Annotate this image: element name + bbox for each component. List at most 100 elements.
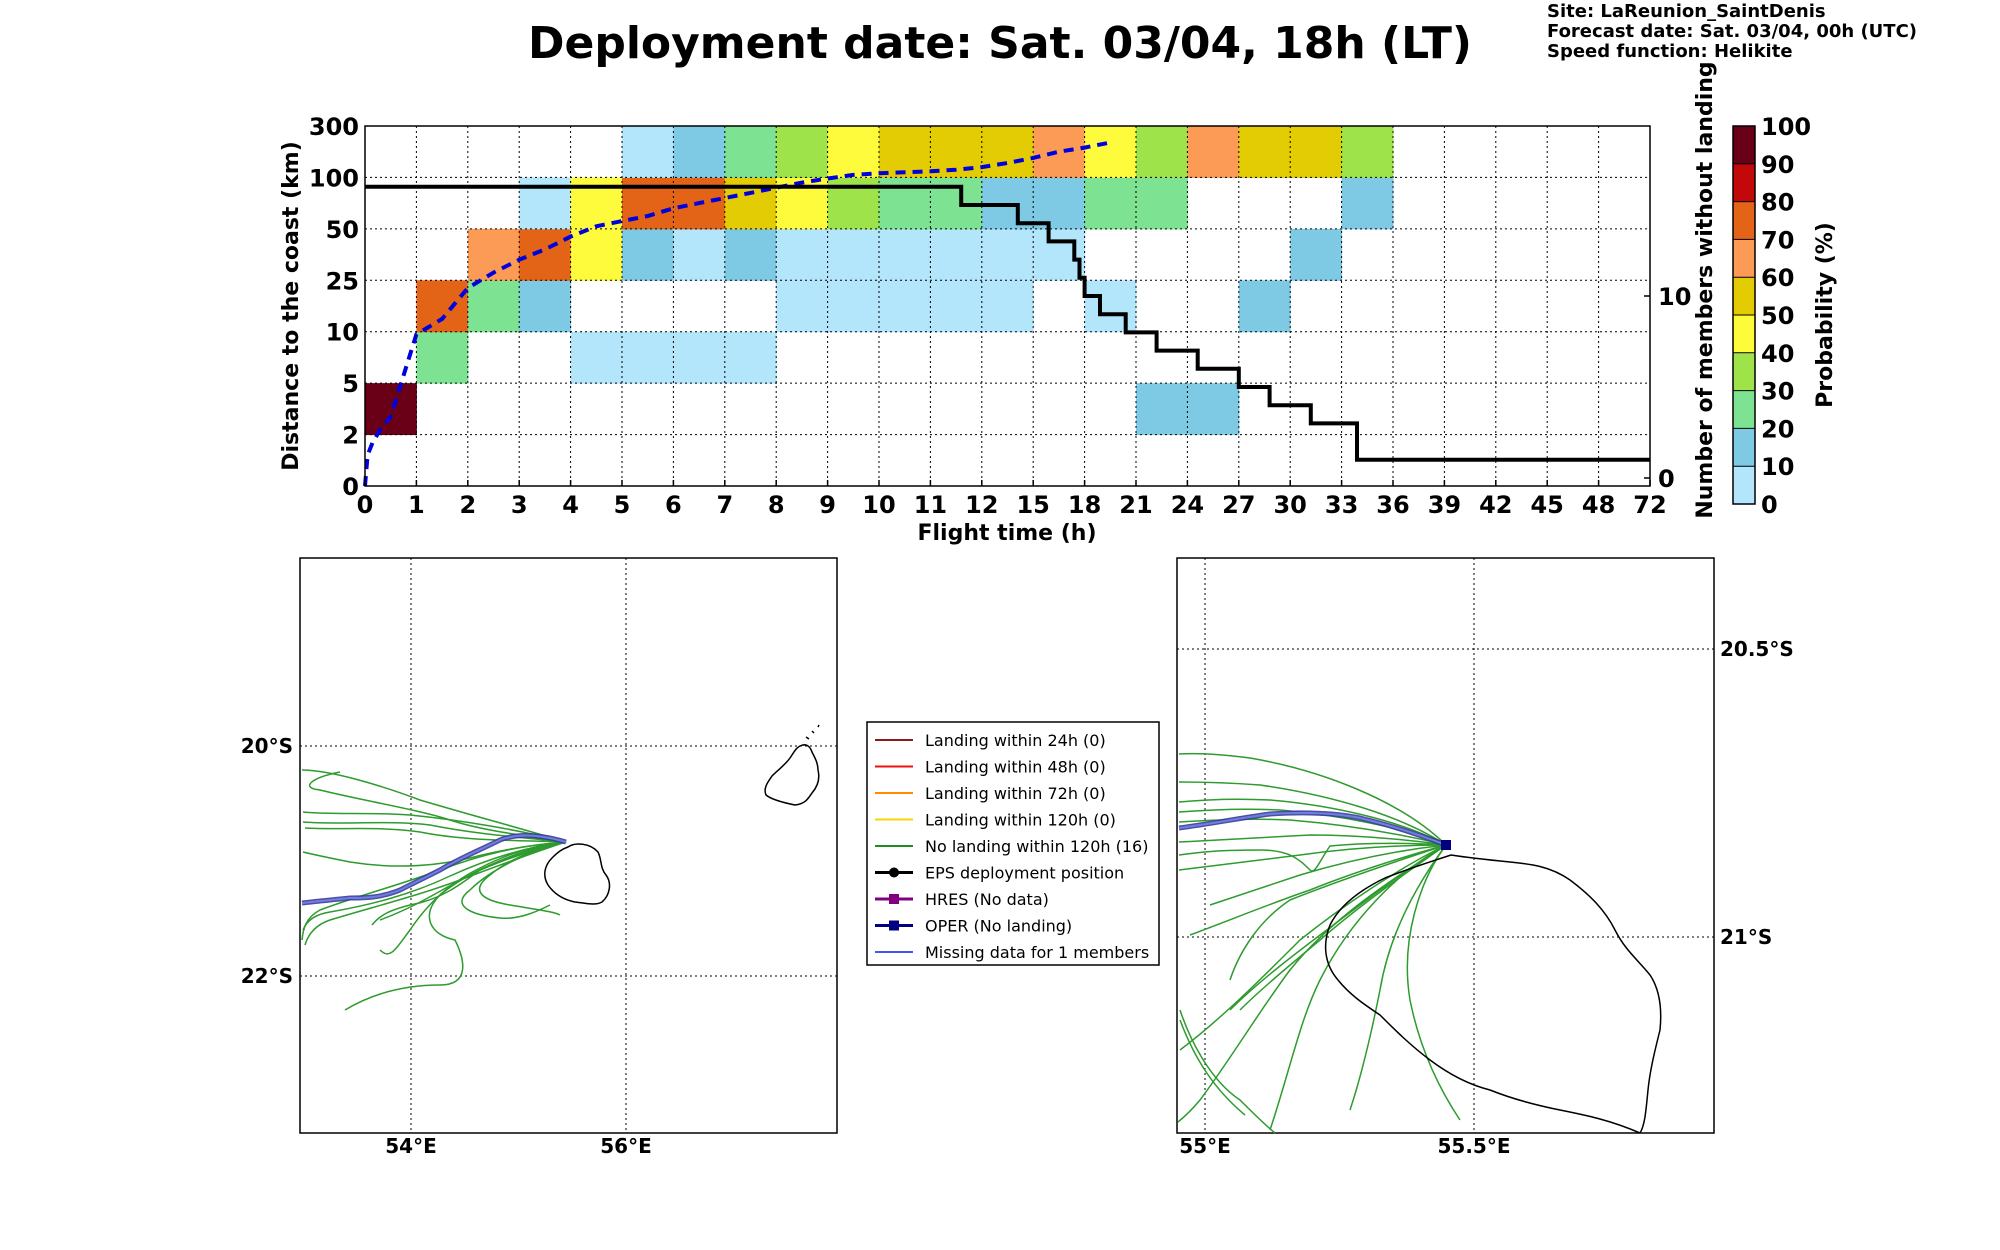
y2-tick-label: 10 xyxy=(1658,283,1691,311)
heatmap-cell xyxy=(879,126,931,178)
x-tick-label: 2 xyxy=(459,491,476,519)
y2-tick-labels: 0 10 xyxy=(1644,283,1691,493)
x-tick-label: 5 xyxy=(614,491,631,519)
heatmap-cell xyxy=(1290,228,1343,281)
heatmap-cell xyxy=(1238,280,1291,333)
heatmap-cell xyxy=(365,383,417,436)
heatmap-cell xyxy=(1136,177,1188,230)
islet-marks xyxy=(805,724,820,740)
x-tick-label: 1 xyxy=(408,491,425,519)
x-tick-label: 11 xyxy=(914,491,947,519)
map-right: 55°E 55.5°E 20.5°S 21°S xyxy=(1176,557,1794,1158)
heatmap-cell xyxy=(827,280,880,333)
heatmap-cell xyxy=(1341,177,1394,230)
colorbar-bin xyxy=(1733,466,1755,505)
x-tick-label: 21 xyxy=(1119,491,1152,519)
y-tick-label: 100 xyxy=(309,164,359,192)
x-tick-label: 9 xyxy=(819,491,836,519)
x-tick-label: 10 xyxy=(862,491,895,519)
mauritius-island-outline xyxy=(764,744,820,806)
heatmap-cell xyxy=(673,228,726,281)
heatmap-cell xyxy=(570,228,623,281)
heatmap-cell xyxy=(1033,126,1086,178)
heatmap-cell xyxy=(724,331,777,384)
reunion-coastline-east xyxy=(1450,854,1662,1134)
colorbar-bin xyxy=(1733,390,1755,429)
heatmap-cell xyxy=(1187,383,1240,436)
y-tick-label: 300 xyxy=(309,113,359,141)
heatmap-cell xyxy=(467,280,520,333)
colorbar-tick-label: 100 xyxy=(1761,113,1811,141)
heatmap-cell xyxy=(879,228,931,281)
y-tick-label: 5 xyxy=(342,370,359,398)
colorbar-bin xyxy=(1733,126,1755,165)
colorbar-bin xyxy=(1733,201,1755,240)
colorbar-bin xyxy=(1733,277,1755,316)
heatmap-cell xyxy=(879,280,931,333)
heatmap-cell xyxy=(1084,126,1137,178)
heatmap-cell xyxy=(416,331,469,384)
map-left-lat-tick: 20°S xyxy=(241,734,293,758)
x-tick-label: 6 xyxy=(665,491,682,519)
legend-marker-square xyxy=(889,920,899,931)
forecast-date-label: Forecast date: Sat. 03/04, 00h (UTC) xyxy=(1547,21,1918,42)
x-tick-label: 7 xyxy=(716,491,733,519)
x-tick-label: 3 xyxy=(511,491,528,519)
colorbar-bin xyxy=(1733,239,1755,278)
colorbar-bin xyxy=(1733,315,1755,354)
site-info: Site: LaReunion_SaintDenis Forecast date… xyxy=(1547,2,1917,62)
x-tick-label: 48 xyxy=(1582,491,1615,519)
chart-title: Deployment date: Sat. 03/04, 18h (LT) xyxy=(527,18,1473,69)
heatmap-cell xyxy=(776,280,829,333)
x-tick-label: 15 xyxy=(1016,491,1049,519)
map-right-lon-tick: 55.5°E xyxy=(1437,1134,1510,1158)
heatmap-cell xyxy=(1084,280,1137,333)
heatmap-cell xyxy=(1033,177,1086,230)
legend-items: Landing within 24h (0) Landing within 48h… xyxy=(875,731,1149,962)
site-label: Site: LaReunion_SaintDenis xyxy=(1547,1,1826,22)
x-tick-label: 27 xyxy=(1222,491,1255,519)
heatmap-cell xyxy=(930,228,983,281)
map-right-missing-member-track xyxy=(1178,811,1447,846)
heatmap-cell xyxy=(981,280,1034,333)
heatmap-cell xyxy=(416,280,469,333)
heatmap-cell xyxy=(622,126,674,178)
heatmap-cell xyxy=(1341,126,1394,178)
colorbar-tick-label: 0 xyxy=(1761,491,1778,519)
x-axis-label: Flight time (h) xyxy=(917,521,1096,546)
map-right-lon-tick: 55°E xyxy=(1179,1134,1231,1158)
x-tick-label: 33 xyxy=(1325,491,1358,519)
map-left-trajectories xyxy=(301,769,567,1011)
colorbar-tick-label: 40 xyxy=(1761,340,1794,368)
legend-label: No landing within 120h (16) xyxy=(925,837,1148,856)
map-left-frame xyxy=(299,557,838,1134)
y-tick-label: 25 xyxy=(326,267,359,295)
colorbar-tick-label: 20 xyxy=(1761,415,1794,443)
legend-label: Landing within 24h (0) xyxy=(925,731,1106,750)
x-tick-label: 8 xyxy=(768,491,785,519)
heatmap-cell xyxy=(673,331,726,384)
heatmap-cell xyxy=(827,228,880,281)
heatmap-cell xyxy=(981,228,1034,281)
colorbar-tick-label: 60 xyxy=(1761,264,1794,292)
colorbar-tick-labels: 0 10 20 30 40 50 60 70 80 90 100 xyxy=(1733,113,1811,519)
median-distance-line xyxy=(363,140,1111,487)
colorbar-tick-label: 10 xyxy=(1761,453,1794,481)
heatmap-cell xyxy=(981,126,1034,178)
x-tick-label: 39 xyxy=(1428,491,1461,519)
y-axis-label: Distance to the coast (km) xyxy=(279,141,304,471)
colorbar-bin xyxy=(1733,163,1755,203)
y2-axis-label: Number of members without landing xyxy=(1693,61,1718,518)
map-left: 54°E 56°E 20°S 22°S xyxy=(241,557,838,1158)
legend: Landing within 24h (0) Landing within 48h… xyxy=(866,721,1160,966)
colorbar-bin xyxy=(1733,428,1755,467)
map-right-grid xyxy=(1177,558,1714,1133)
colorbar-tick-label: 50 xyxy=(1761,302,1794,330)
legend-label: Landing within 72h (0) xyxy=(925,784,1106,803)
colorbar-tick-label: 70 xyxy=(1761,226,1794,254)
x-tick-label: 42 xyxy=(1479,491,1512,519)
x-tick-label: 12 xyxy=(965,491,998,519)
heatmap-cell xyxy=(1084,177,1137,230)
